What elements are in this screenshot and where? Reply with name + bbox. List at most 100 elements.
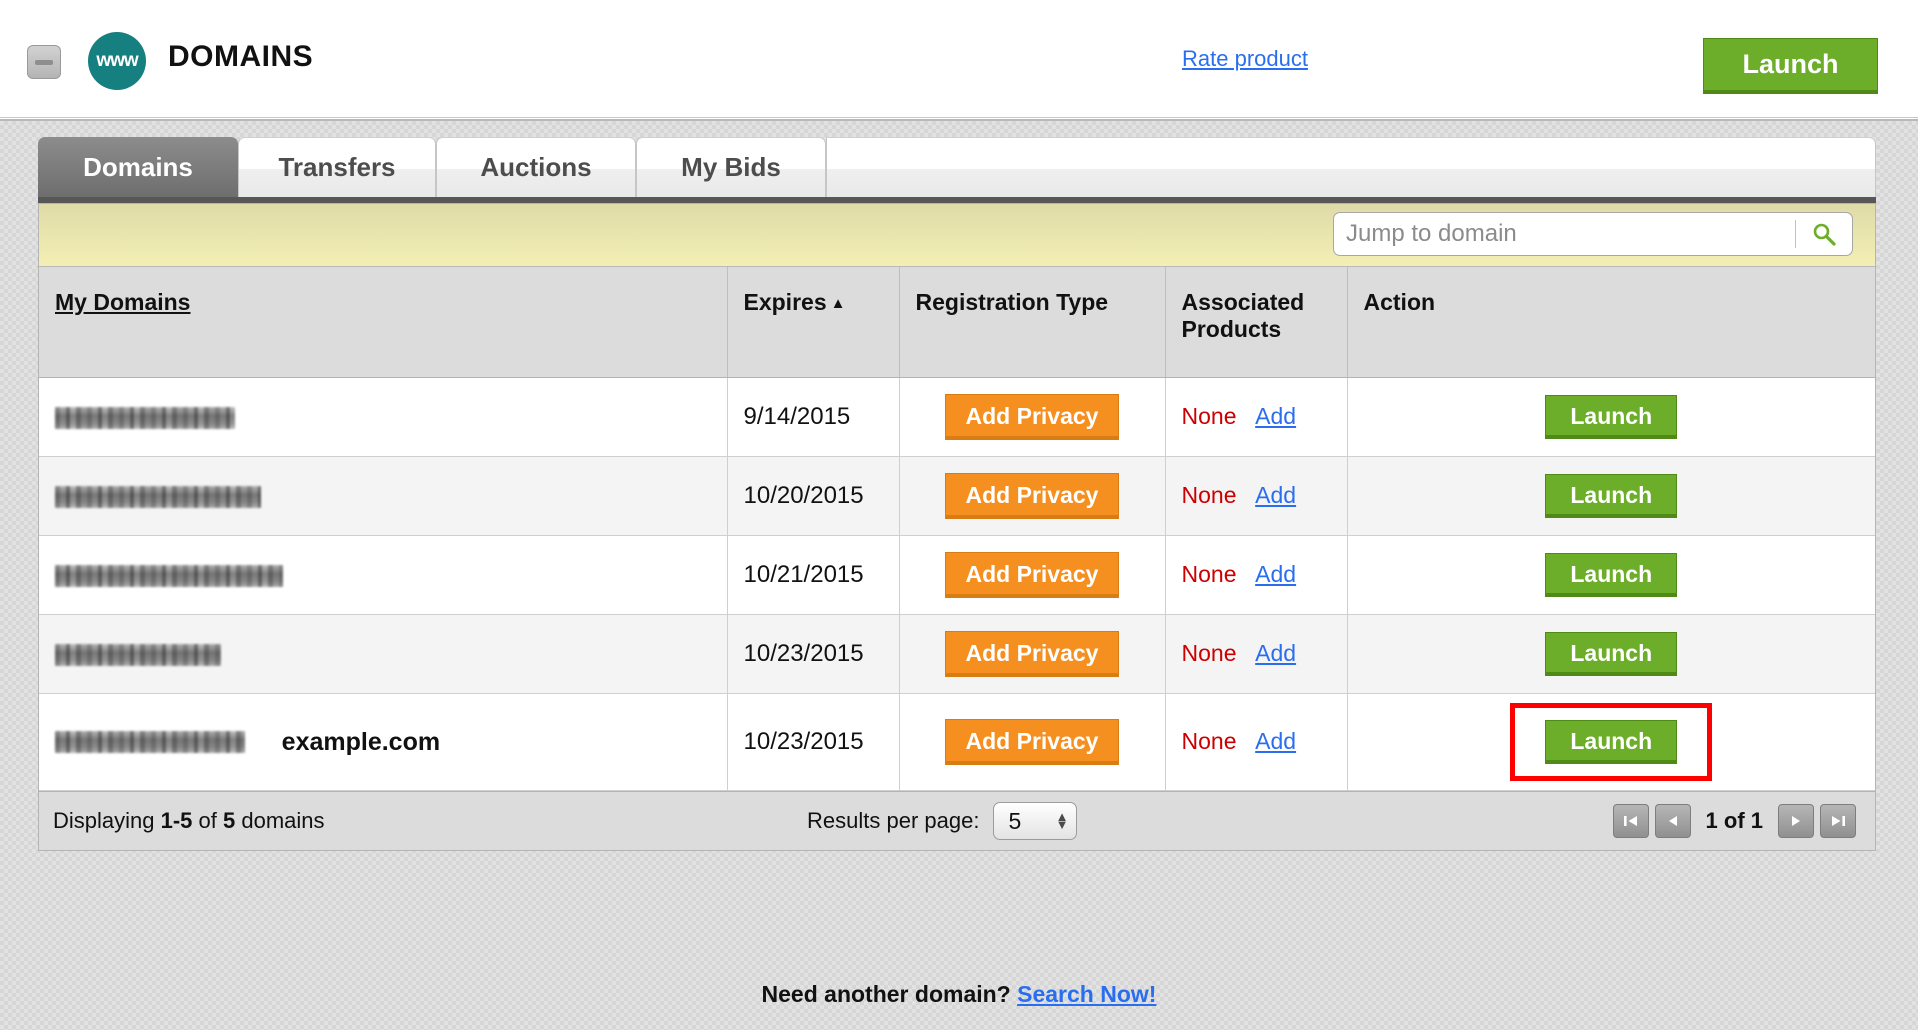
displaying-mid: of: [192, 808, 223, 833]
redacted-domain-name: [55, 564, 283, 587]
column-header-my-domains-label[interactable]: My Domains: [55, 289, 191, 315]
associated-products-add-link[interactable]: Add: [1255, 482, 1297, 508]
displaying-summary: Displaying 1-5 of 5 domains: [53, 808, 325, 834]
associated-products-add-link[interactable]: Add: [1255, 728, 1297, 754]
column-header-associated-products-label: Associated Products: [1181, 289, 1305, 342]
displaying-range: 1-5: [160, 808, 193, 833]
cell-action: Launch: [1347, 377, 1875, 457]
add-privacy-button[interactable]: Add Privacy: [944, 631, 1120, 677]
results-per-page-label: Results per page:: [807, 808, 980, 833]
domains-panel: My Domains Expires▲ Registration Type As…: [38, 203, 1876, 851]
cell-associated-products: None Add: [1165, 693, 1348, 791]
chevron-left-icon: [1668, 816, 1677, 826]
chevron-right-icon: [1792, 816, 1800, 826]
tab-domains[interactable]: Domains: [38, 137, 238, 197]
column-header-expires[interactable]: Expires ▲: [727, 267, 900, 378]
results-per-page-select[interactable]: 5 ▲ ▼: [993, 802, 1078, 840]
displaying-total: 5: [222, 808, 236, 833]
header-launch-button[interactable]: Launch: [1703, 38, 1878, 94]
associated-products-add-link[interactable]: Add: [1255, 403, 1297, 429]
cell-action: Launch: [1347, 693, 1875, 791]
tab-auctions[interactable]: Auctions: [436, 137, 636, 197]
tab-transfers-label: Transfers: [278, 152, 396, 182]
launch-button[interactable]: Launch: [1545, 553, 1678, 597]
tab-domains-label: Domains: [83, 151, 193, 182]
tab-bar-filler: [826, 137, 1876, 197]
launch-button[interactable]: Launch: [1545, 474, 1678, 518]
column-header-action: Action: [1347, 267, 1875, 378]
cell-expires: 9/14/2015: [727, 377, 900, 457]
rate-product-link[interactable]: Rate product: [1182, 46, 1308, 71]
redacted-domain-name: [55, 643, 221, 666]
cell-associated-products: None Add: [1165, 377, 1348, 457]
tab-my-bids[interactable]: My Bids: [636, 137, 826, 197]
displaying-suffix: domains: [235, 808, 325, 833]
tab-bar: Domains Transfers Auctions My Bids: [38, 137, 1876, 203]
page-background: Domains Transfers Auctions My Bids: [0, 119, 1918, 1030]
tab-my-bids-label: My Bids: [681, 152, 781, 182]
collapse-panel-button[interactable]: [27, 45, 61, 79]
table-row: 10/21/2015 Add Privacy None Add Launch: [39, 535, 1875, 615]
cell-expires: 10/20/2015: [727, 456, 900, 536]
search-input[interactable]: [1334, 220, 1795, 248]
page-title: DOMAINS: [168, 40, 314, 73]
cell-registration-type: Add Privacy: [899, 535, 1166, 615]
displaying-prefix: Displaying: [53, 808, 161, 833]
column-header-expires-label: Expires: [743, 289, 827, 315]
table-row: 9/14/2015 Add Privacy None Add Launch: [39, 377, 1875, 457]
add-privacy-button[interactable]: Add Privacy: [944, 473, 1120, 519]
cell-expires: 10/23/2015: [727, 614, 900, 694]
minus-icon: [35, 60, 53, 65]
associated-products-value: None: [1181, 728, 1237, 754]
cell-registration-type: Add Privacy: [899, 614, 1166, 694]
launch-button[interactable]: Launch: [1545, 720, 1678, 764]
jump-to-domain-search[interactable]: [1333, 212, 1853, 256]
table-row: example.com 10/23/2015 Add Privacy None …: [39, 693, 1875, 791]
need-another-domain: Need another domain? Search Now!: [0, 981, 1918, 1008]
cell-domain: [39, 535, 728, 615]
column-header-registration-type: Registration Type: [899, 267, 1166, 378]
previous-page-button[interactable]: [1654, 804, 1691, 838]
add-privacy-button[interactable]: Add Privacy: [944, 719, 1120, 765]
cell-associated-products: None Add: [1165, 614, 1348, 694]
cell-action: Launch: [1347, 456, 1875, 536]
tab-transfers[interactable]: Transfers: [238, 137, 436, 197]
first-page-button[interactable]: [1612, 804, 1649, 838]
add-privacy-button[interactable]: Add Privacy: [944, 552, 1120, 598]
results-per-page-value: 5: [1008, 807, 1022, 834]
last-page-button[interactable]: [1820, 804, 1856, 838]
need-another-domain-text: Need another domain?: [761, 981, 1018, 1007]
redacted-domain-name: [55, 406, 235, 429]
associated-products-value: None: [1181, 482, 1237, 508]
search-now-link[interactable]: Search Now!: [1017, 981, 1157, 1007]
example-domain-annotation: example.com: [281, 727, 441, 756]
column-header-registration-type-label: Registration Type: [915, 289, 1109, 315]
product-header: www DOMAINS Rate product Launch: [0, 0, 1918, 118]
sort-ascending-icon: ▲: [830, 295, 846, 313]
cell-action: Launch: [1347, 614, 1875, 694]
associated-products-add-link[interactable]: Add: [1255, 640, 1297, 666]
cell-domain: example.com: [39, 693, 728, 791]
column-header-associated-products: Associated Products: [1165, 267, 1348, 378]
cell-expires: 10/21/2015: [727, 535, 900, 615]
associated-products-value: None: [1181, 561, 1237, 587]
cell-action: Launch: [1347, 535, 1875, 615]
add-privacy-button[interactable]: Add Privacy: [944, 394, 1120, 440]
next-page-button[interactable]: [1778, 804, 1814, 838]
launch-button[interactable]: Launch: [1545, 632, 1678, 676]
results-per-page-group: Results per page: 5 ▲ ▼: [807, 802, 1078, 840]
column-header-action-label: Action: [1363, 289, 1436, 315]
search-strip: [39, 204, 1875, 267]
cell-domain: [39, 456, 728, 536]
pagination: 1 of 1: [1610, 804, 1859, 838]
redacted-domain-name: [55, 731, 245, 754]
stepper-arrows-icon: ▲ ▼: [1055, 809, 1069, 832]
launch-button[interactable]: Launch: [1545, 395, 1678, 439]
column-header-my-domains[interactable]: My Domains: [39, 267, 728, 378]
cell-domain: [39, 377, 728, 457]
associated-products-add-link[interactable]: Add: [1255, 561, 1297, 587]
cell-domain: [39, 614, 728, 694]
associated-products-value: None: [1181, 403, 1237, 429]
search-button[interactable]: [1796, 213, 1852, 255]
